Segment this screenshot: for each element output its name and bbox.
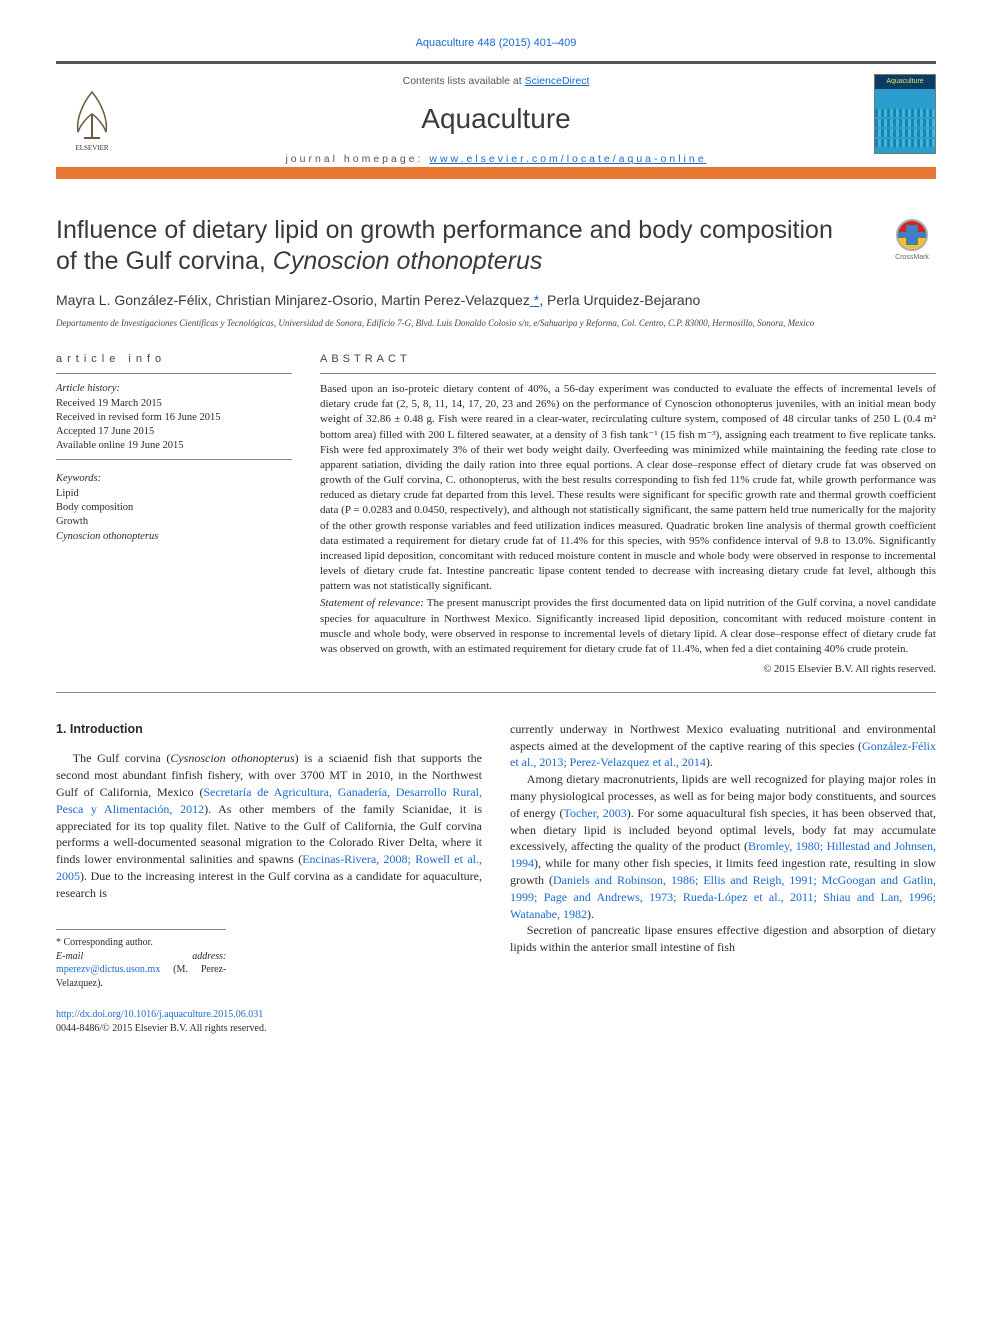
abstract-column: ABSTRACT Based upon an iso-proteic dieta… xyxy=(320,352,936,678)
journal-cover-thumb-icon: Aquaculture xyxy=(874,74,936,154)
author-4: Perla Urquidez-Bejarano xyxy=(547,292,700,308)
homepage-prefix: journal homepage: xyxy=(285,153,429,165)
svg-text:ELSEVIER: ELSEVIER xyxy=(75,144,108,152)
corr-label: * Corresponding author. xyxy=(56,936,226,950)
author-2: Christian Minjarez-Osorio xyxy=(216,292,374,308)
p0-text-b: ). xyxy=(706,755,713,769)
keywords-label: Keywords: xyxy=(56,472,292,487)
keyword-1: Lipid xyxy=(56,487,292,501)
statement-of-relevance: Statement of relevance: The present manu… xyxy=(320,596,936,657)
body-column-left: 1. Introduction The Gulf corvina (Cysnos… xyxy=(56,721,482,1036)
keyword-3: Growth xyxy=(56,515,292,529)
abstract-body: Based upon an iso-proteic dietary conten… xyxy=(320,382,936,594)
article-info-column: article info Article history: Received 1… xyxy=(56,352,292,678)
doi-link[interactable]: http://dx.doi.org/10.1016/j.aquaculture.… xyxy=(56,1009,263,1020)
intro-paragraph-1: The Gulf corvina (Cysnoscion othonopteru… xyxy=(56,750,482,901)
abstract-rule-top xyxy=(320,373,936,374)
abstract-heading: ABSTRACT xyxy=(320,352,936,367)
abstract-bottom-rule xyxy=(56,692,936,693)
title-line2-plain: of the Gulf corvina, xyxy=(56,247,273,275)
email-label: E-mail address: xyxy=(56,951,226,962)
sciencedirect-link[interactable]: ScienceDirect xyxy=(525,75,590,87)
p2-text-d: ). xyxy=(587,907,594,921)
corresponding-author-footnote: * Corresponding author. E-mail address: … xyxy=(56,929,226,990)
issn-copyright-line: 0044-8486/© 2015 Elsevier B.V. All right… xyxy=(56,1022,482,1036)
sciencedirect-line: Contents lists available at ScienceDirec… xyxy=(128,74,864,89)
p1-text-d: ). Due to the increasing interest in the… xyxy=(56,869,482,900)
keyword-2: Body composition xyxy=(56,501,292,515)
corresponding-author-link[interactable]: * xyxy=(530,292,539,308)
article-info-heading: article info xyxy=(56,352,292,367)
p1-text-a: The Gulf corvina ( xyxy=(73,751,171,765)
svg-text:CrossMark: CrossMark xyxy=(895,254,929,261)
publisher-logo-cell: ELSEVIER xyxy=(56,70,128,167)
journal-issue-ref: Aquaculture 448 (2015) 401–409 xyxy=(56,36,936,51)
history-accepted: Accepted 17 June 2015 xyxy=(56,425,292,439)
journal-name: Aquaculture xyxy=(128,99,864,138)
sor-label: Statement of relevance: xyxy=(320,597,424,609)
intro-continued: currently underway in Northwest Mexico e… xyxy=(510,721,936,771)
abstract-copyright: © 2015 Elsevier B.V. All rights reserved… xyxy=(320,663,936,678)
history-received: Received 19 March 2015 xyxy=(56,397,292,411)
journal-header-band: ELSEVIER Contents lists available at Sci… xyxy=(56,61,936,179)
journal-homepage-link[interactable]: www.elsevier.com/locate/aqua-online xyxy=(429,153,706,165)
keyword-4: Cynoscion othonopterus xyxy=(56,530,292,544)
cover-thumb-title: Aquaculture xyxy=(875,77,935,87)
article-title: Influence of dietary lipid on growth per… xyxy=(56,215,874,278)
doi-copyright-block: http://dx.doi.org/10.1016/j.aquaculture.… xyxy=(56,1008,482,1035)
title-species-italic: Cynoscion othonopterus xyxy=(273,247,543,275)
author-1: Mayra L. González-Félix xyxy=(56,292,208,308)
info-rule-top xyxy=(56,373,292,374)
cite-daniels-multi[interactable]: Daniels and Robinson, 1986; Ellis and Re… xyxy=(510,873,936,921)
title-line1: Influence of dietary lipid on growth per… xyxy=(56,216,833,244)
homepage-line: journal homepage: www.elsevier.com/locat… xyxy=(128,152,864,167)
history-revised: Received in revised form 16 June 2015 xyxy=(56,411,292,425)
p1-species-italic: Cysnoscion othonopterus xyxy=(170,751,294,765)
author-3: Martin Perez-Velazquez xyxy=(381,292,530,308)
intro-paragraph-2: Among dietary macronutrients, lipids are… xyxy=(510,771,936,922)
history-online: Available online 19 June 2015 xyxy=(56,439,292,453)
info-rule-mid xyxy=(56,459,292,460)
sd-prefix: Contents lists available at xyxy=(403,75,525,87)
article-history-label: Article history: xyxy=(56,382,292,397)
crossmark-icon[interactable]: CrossMark xyxy=(888,215,936,263)
section-1-heading: 1. Introduction xyxy=(56,721,482,739)
intro-paragraph-3: Secretion of pancreatic lipase ensures e… xyxy=(510,922,936,956)
cite-tocher-2003[interactable]: Tocher, 2003 xyxy=(564,806,627,820)
elsevier-tree-logo-icon: ELSEVIER xyxy=(62,84,122,154)
author-affiliation: Departamento de Investigaciones Científi… xyxy=(56,317,936,330)
corresponding-email-link[interactable]: mperezv@dictus.uson.mx xyxy=(56,964,160,975)
author-list: Mayra L. González-Félix, Christian Minja… xyxy=(56,291,936,311)
body-column-right: currently underway in Northwest Mexico e… xyxy=(510,721,936,1036)
